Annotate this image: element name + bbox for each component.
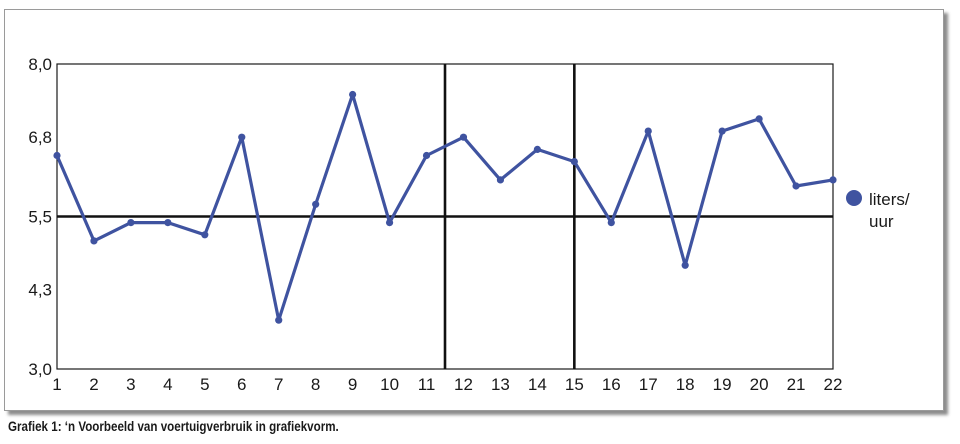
x-tick-label: 15 — [565, 375, 584, 394]
x-tick-label: 2 — [89, 375, 98, 394]
x-tick-label: 1 — [52, 375, 61, 394]
data-point — [53, 151, 61, 160]
data-point — [164, 219, 172, 227]
y-tick-label: 4,3 — [28, 281, 52, 300]
data-point — [792, 182, 800, 190]
data-point — [681, 261, 689, 269]
legend-marker — [846, 190, 862, 206]
x-tick-label: 5 — [200, 375, 209, 394]
data-point — [755, 115, 763, 123]
x-tick-label: 7 — [274, 375, 283, 394]
legend-label-line-1: liters/ — [869, 190, 910, 209]
x-tick-label: 11 — [418, 375, 436, 394]
x-tick-label: 22 — [824, 375, 843, 394]
y-tick-label: 5,5 — [28, 208, 52, 227]
x-tick-label: 12 — [454, 375, 473, 394]
y-tick-label: 3,0 — [28, 360, 52, 379]
legend-label-line-2: uur — [869, 212, 894, 231]
data-point — [570, 158, 578, 166]
x-tick-label: 3 — [126, 375, 135, 394]
data-point — [533, 145, 541, 153]
x-tick-label: 14 — [528, 375, 547, 394]
chart-frame — [4, 9, 944, 411]
x-tick-label: 18 — [676, 375, 695, 394]
y-tick-label: 8,0 — [28, 55, 52, 74]
x-tick-label: 13 — [491, 375, 510, 394]
data-point — [127, 219, 135, 227]
data-point — [496, 176, 505, 184]
series-line-1 — [55, 92, 834, 322]
x-tick-label: 19 — [713, 375, 732, 394]
data-point — [829, 176, 837, 184]
y-tick-label: 6,8 — [28, 128, 52, 147]
x-tick-label: 8 — [311, 375, 320, 394]
x-tick-label: 4 — [163, 375, 172, 394]
x-tick-label: 17 — [639, 375, 658, 394]
data-point — [238, 133, 246, 141]
data-point — [349, 90, 357, 99]
data-point — [644, 127, 652, 135]
data-point — [385, 219, 394, 227]
x-tick-label: 20 — [750, 375, 769, 394]
x-tick-label: 6 — [237, 375, 246, 394]
chart-caption: Grafiek 1: ‘n Voorbeeld van voertuigverb… — [8, 419, 339, 434]
x-tick-label: 10 — [380, 375, 399, 394]
x-tick-label: 21 — [787, 375, 806, 394]
x-tick-label: 9 — [348, 375, 357, 394]
data-point — [718, 127, 726, 135]
data-point — [90, 237, 98, 245]
x-tick-label: 16 — [602, 375, 621, 394]
data-point — [607, 219, 615, 227]
data-point — [459, 133, 468, 141]
data-point — [312, 200, 320, 208]
data-point — [422, 151, 431, 160]
data-point — [201, 231, 209, 239]
data-point — [275, 316, 283, 324]
